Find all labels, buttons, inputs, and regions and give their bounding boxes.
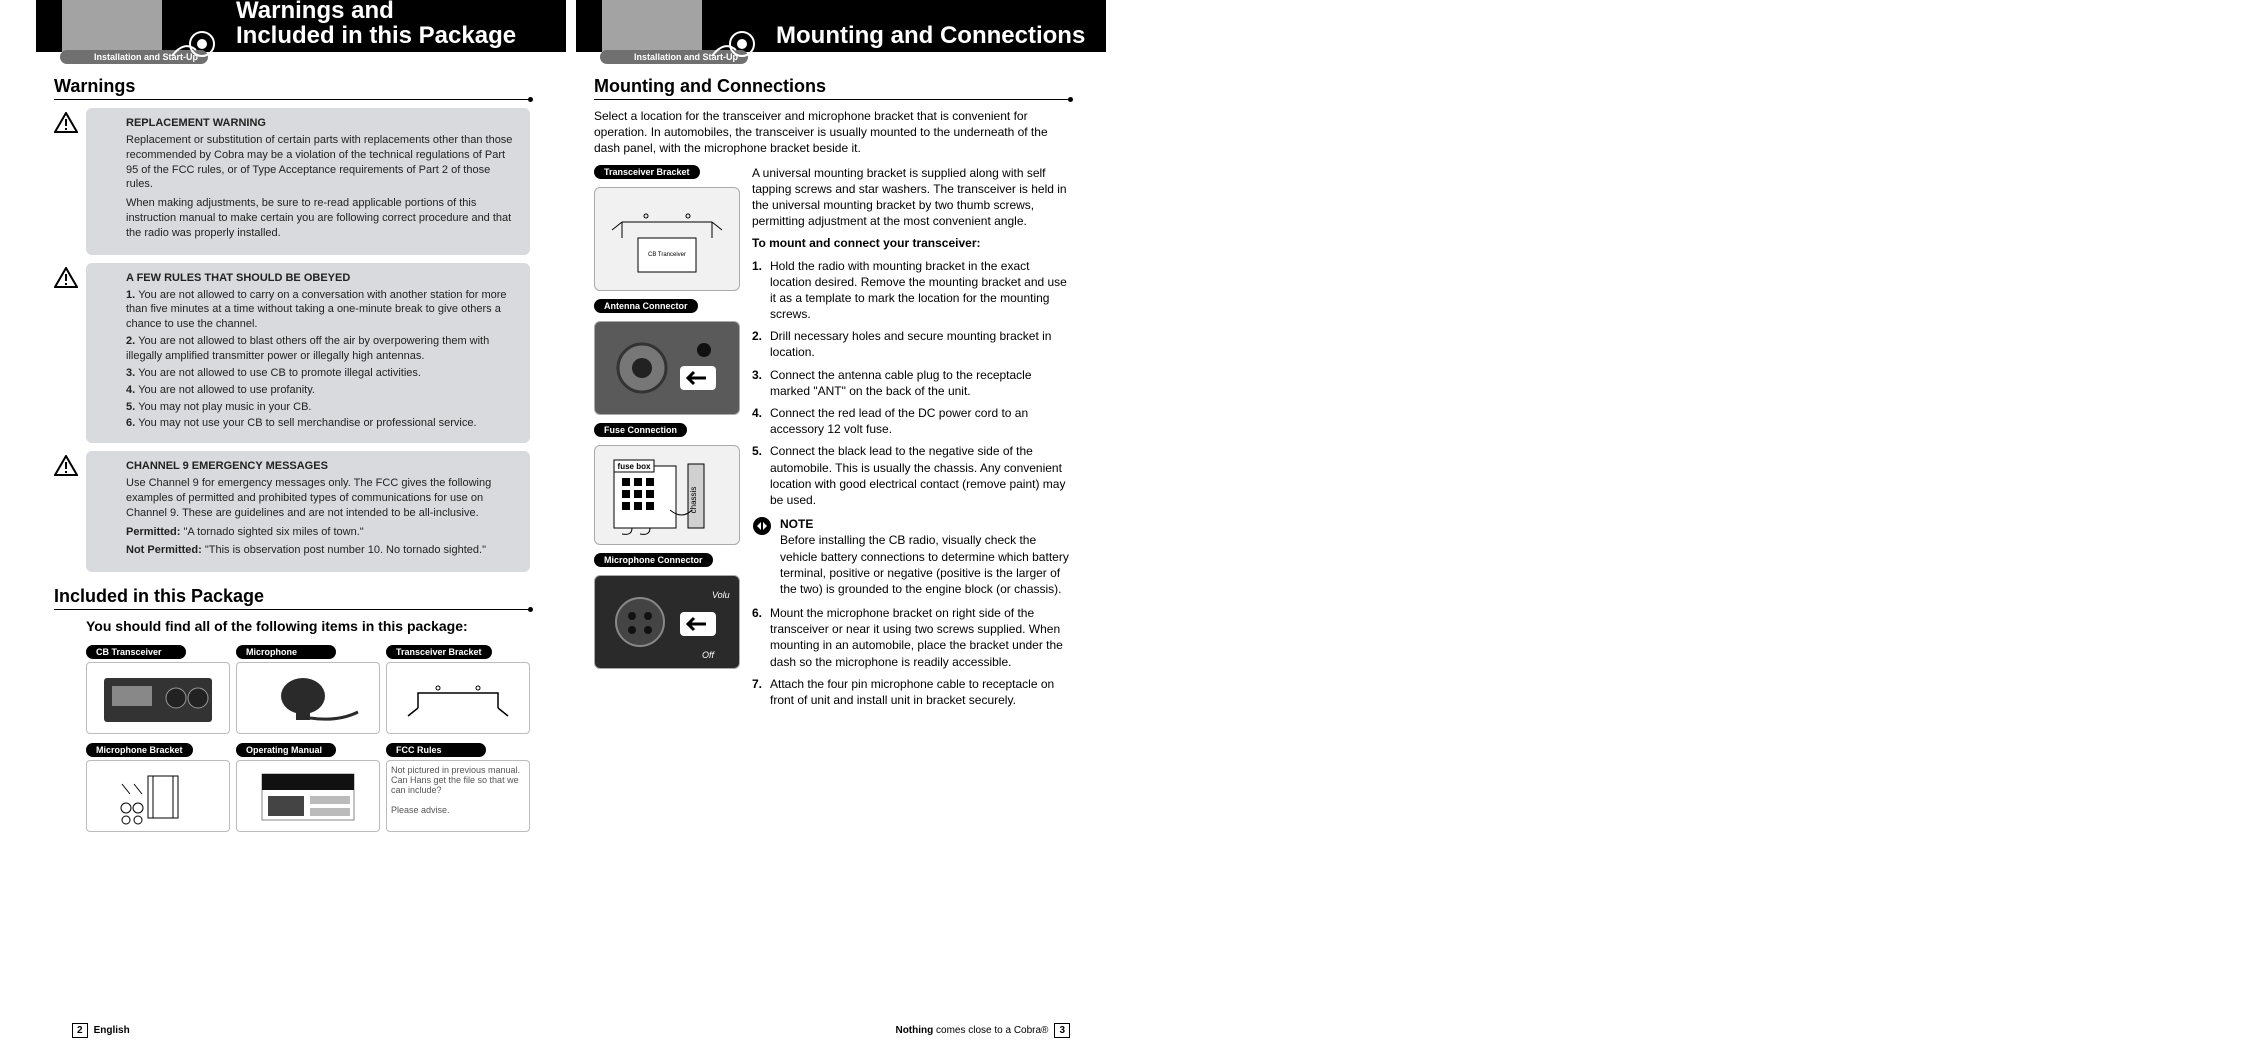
w3-title: CHANNEL 9 EMERGENCY MESSAGES (126, 459, 518, 474)
pill-mic-connector: Microphone Connector (594, 553, 713, 567)
w2-title: A FEW RULES THAT SHOULD BE OBEYED (126, 271, 518, 286)
thumb-bracket (386, 662, 530, 734)
svg-text:Volu: Volu (712, 590, 730, 600)
thumb-manual (236, 760, 380, 832)
svg-text:chassis: chassis (689, 486, 698, 513)
pkg-fcc-rules: FCC Rules Not pictured in previous manua… (386, 740, 530, 832)
thumb-mic-bracket (86, 760, 230, 832)
warning-triangle-icon (54, 112, 78, 134)
pkg-cb-transceiver: CB Transceiver (86, 642, 230, 734)
warning-replacement: REPLACEMENT WARNING Replacement or subst… (86, 108, 530, 255)
svg-text:Off: Off (702, 650, 716, 660)
note-body-text: Before installing the CB radio, visually… (780, 532, 1070, 597)
img-antenna-connector (594, 321, 740, 415)
rule-1: 1. You are not allowed to carry on a con… (126, 288, 518, 333)
step-4: 4.Connect the red lead of the DC power c… (752, 405, 1070, 437)
pkg-mic-bracket: Microphone Bracket (86, 740, 230, 832)
header-title: Warnings and Included in this Package (236, 0, 516, 48)
page-number: 3 (1054, 1023, 1070, 1038)
thumb-cb-transceiver (86, 662, 230, 734)
text-column: A universal mounting bracket is supplied… (752, 165, 1070, 715)
package-intro: You should find all of the following ite… (86, 618, 530, 634)
img-fuse-connection: fuse box chassis (594, 445, 740, 545)
warning-triangle-icon (54, 267, 78, 289)
note-block: NOTE Before installing the CB radio, vis… (752, 516, 1070, 597)
page-number: 2 (72, 1023, 88, 1038)
step-6: 6.Mount the microphone bracket on right … (752, 605, 1070, 670)
header-bar-right: Mounting and Connections Installation an… (576, 0, 1106, 52)
step-2: 2.Drill necessary holes and secure mount… (752, 328, 1070, 360)
section-package: Included in this Package (54, 586, 530, 610)
package-grid: CB Transceiver Microphone Transceiver Br… (86, 642, 530, 832)
page-right: Mounting and Connections Installation an… (576, 0, 1106, 1050)
pill-fuse-connection: Fuse Connection (594, 423, 687, 437)
grey-tab (62, 0, 162, 52)
grey-tab (602, 0, 702, 52)
note-icon (752, 516, 772, 536)
w3-p1: Use Channel 9 for emergency messages onl… (126, 476, 518, 521)
step-1: 1.Hold the radio with mounting bracket i… (752, 258, 1070, 323)
page-left: Warnings and Included in this Package In… (36, 0, 566, 1050)
w1-title: REPLACEMENT WARNING (126, 116, 518, 131)
w1-p1: Replacement or substitution of certain p… (126, 133, 518, 192)
rule-2: 2. You are not allowed to blast others o… (126, 334, 518, 364)
footer-left: 2 English (72, 1023, 130, 1038)
step-7: 7.Attach the four pin microphone cable t… (752, 676, 1070, 708)
thumb-microphone (236, 662, 380, 734)
rule-4: 4. You are not allowed to use profanity. (126, 383, 518, 398)
warning-rules: A FEW RULES THAT SHOULD BE OBEYED 1. You… (86, 263, 530, 443)
footer-lang: English (94, 1025, 130, 1036)
warning-channel9: CHANNEL 9 EMERGENCY MESSAGES Use Channel… (86, 451, 530, 572)
pill-transceiver-bracket: Transceiver Bracket (594, 165, 700, 179)
rule-5: 5. You may not play music in your CB. (126, 400, 518, 415)
section-warnings: Warnings (54, 76, 530, 100)
note-title: NOTE (780, 516, 1070, 532)
w3-notpermitted: Not Permitted: "This is observation post… (126, 543, 518, 558)
rule-6: 6. You may not use your CB to sell merch… (126, 416, 518, 431)
section-mounting: Mounting and Connections (594, 76, 1070, 100)
img-transceiver-bracket: CB Tranceiver (594, 187, 740, 291)
step-5: 5.Connect the black lead to the negative… (752, 443, 1070, 508)
pkg-microphone: Microphone (236, 642, 380, 734)
pkg-operating-manual: Operating Manual (236, 740, 380, 832)
w1-p2: When making adjustments, be sure to re-r… (126, 196, 518, 241)
header-title: Mounting and Connections (776, 23, 1085, 48)
header-bar-left: Warnings and Included in this Package In… (36, 0, 566, 52)
img-mic-connector: Volu Off (594, 575, 740, 669)
pill-antenna-connector: Antenna Connector (594, 299, 698, 313)
svg-text:fuse box: fuse box (618, 462, 651, 471)
header-logo-icon (702, 20, 762, 60)
rule-3: 3. You are not allowed to use CB to prom… (126, 366, 518, 381)
svg-text:CB Tranceiver: CB Tranceiver (648, 252, 686, 258)
warning-triangle-icon (54, 455, 78, 477)
footer-right: Nothing comes close to a Cobra® 3 (895, 1023, 1070, 1038)
pkg-transceiver-bracket: Transceiver Bracket (386, 642, 530, 734)
p-universal: A universal mounting bracket is supplied… (752, 165, 1070, 230)
w3-permitted: Permitted: "A tornado sighted six miles … (126, 525, 518, 540)
image-column: Transceiver Bracket CB Tranceiver Antenn… (594, 165, 740, 715)
header-logo-icon (162, 20, 222, 60)
intro-text: Select a location for the transceiver an… (594, 108, 1070, 157)
sub-heading: To mount and connect your transceiver: (752, 235, 1070, 251)
thumb-fcc-note: Not pictured in previous manual. Can Han… (386, 760, 530, 832)
step-3: 3.Connect the antenna cable plug to the … (752, 367, 1070, 399)
